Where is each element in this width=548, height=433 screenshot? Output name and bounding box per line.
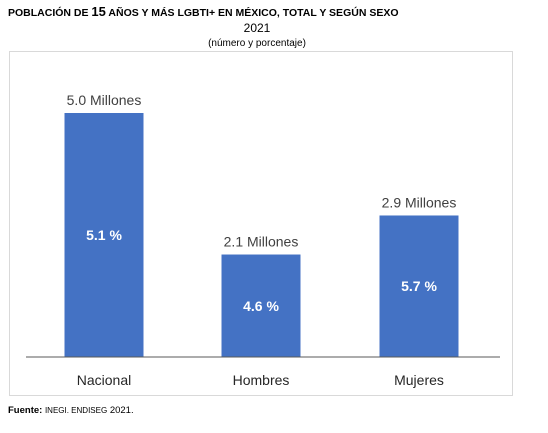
category-label: Hombres	[233, 372, 290, 388]
bar-mujeres	[379, 215, 459, 357]
chart-subtitle: (número y porcentaje)	[208, 38, 306, 49]
source-year: 2021.	[107, 405, 134, 416]
title-part-1: POBLACIÓN DE	[8, 7, 92, 19]
category-label: Mujeres	[394, 372, 444, 388]
chart-title: POBLACIÓN DE 15 AÑOS Y MÁS LGBTI+ EN MÉX…	[8, 4, 399, 19]
value-label: 2.9 Millones	[382, 194, 457, 210]
percent-label: 5.1 %	[86, 227, 122, 243]
value-label: 5.0 Millones	[67, 92, 142, 108]
source-text: INEGI. ENDISEG	[44, 406, 108, 415]
title-part-2: AÑOS Y MÁS LGBTI+ EN MÉXICO, TOTAL Y SEG…	[105, 7, 399, 19]
source-note: Fuente: INEGI. ENDISEG 2021.	[8, 405, 134, 416]
bar-hombres	[221, 254, 301, 357]
bar-nacional	[64, 113, 144, 357]
title-number: 15	[91, 4, 106, 19]
category-label: Nacional	[77, 372, 131, 388]
percent-label: 5.7 %	[401, 278, 437, 294]
chart-frame	[9, 51, 513, 396]
chart-year: 2021	[243, 21, 271, 35]
value-label: 2.1 Millones	[224, 234, 299, 250]
percent-label: 4.6 %	[243, 298, 279, 314]
source-label: Fuente:	[8, 405, 43, 416]
